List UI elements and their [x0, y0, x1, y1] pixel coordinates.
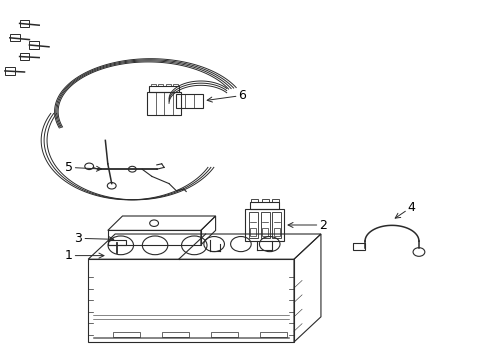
Bar — [272, 212, 281, 238]
Bar — [262, 199, 269, 202]
Bar — [249, 212, 258, 238]
Bar — [162, 332, 189, 337]
Text: 3: 3 — [74, 232, 114, 245]
Text: 5: 5 — [65, 161, 101, 174]
Bar — [147, 92, 181, 115]
Bar — [261, 212, 270, 238]
Bar — [5, 67, 15, 75]
Bar — [158, 84, 163, 86]
Bar — [173, 84, 178, 86]
Bar — [10, 34, 20, 41]
Bar — [250, 228, 256, 236]
Bar — [211, 332, 238, 337]
Bar — [20, 53, 29, 60]
Bar — [245, 209, 284, 241]
Bar — [149, 86, 179, 92]
Bar — [274, 228, 280, 236]
Bar — [176, 94, 203, 108]
Bar — [272, 199, 279, 202]
Bar — [151, 84, 156, 86]
Text: 6: 6 — [207, 89, 246, 102]
Bar — [166, 84, 171, 86]
Text: 2: 2 — [288, 219, 327, 231]
Bar — [29, 41, 39, 49]
Bar — [251, 199, 258, 202]
Text: 1: 1 — [65, 249, 104, 262]
Bar — [250, 202, 279, 209]
Bar — [353, 243, 365, 250]
Bar — [108, 240, 126, 245]
Bar — [260, 332, 287, 337]
Text: 4: 4 — [395, 201, 416, 218]
Bar — [20, 20, 29, 27]
Bar — [262, 228, 268, 236]
Bar — [113, 332, 140, 337]
